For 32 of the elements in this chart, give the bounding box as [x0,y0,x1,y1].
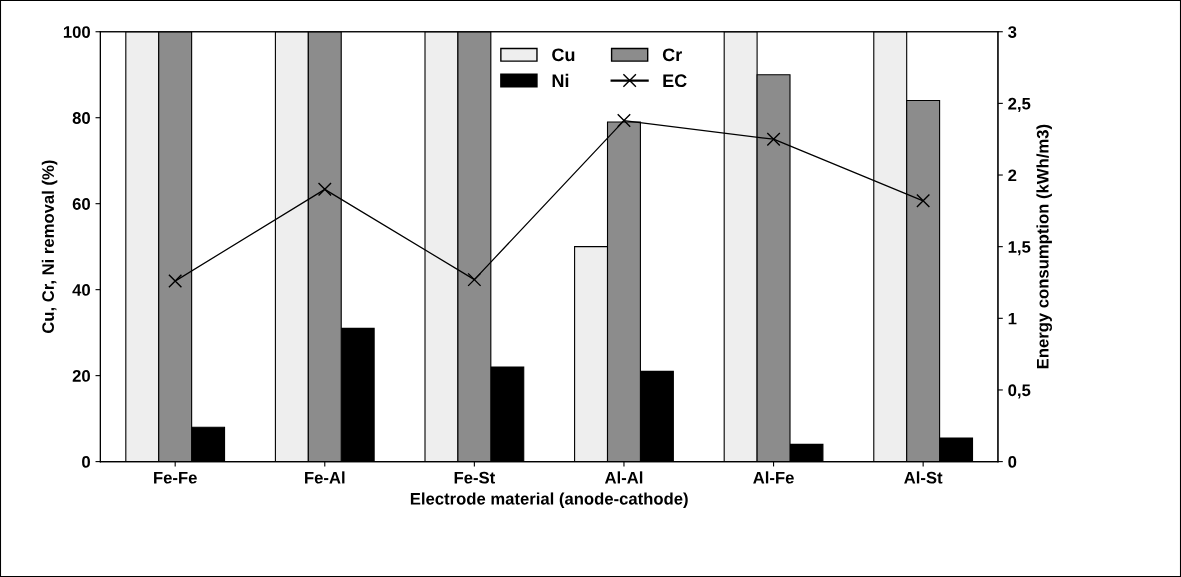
y-tick-label: 80 [72,112,90,124]
x-tick-label: Fe-Al [305,471,345,484]
y2-tick-label: 2,5 [1008,97,1031,112]
x-tick-label: Al-Fe [753,471,794,484]
y2-tick-label: 0,5 [1008,384,1031,399]
x-axis-title: Electrode material (anode-cathode) [410,492,688,508]
y-tick-label: 20 [72,370,90,382]
y2-tick-label: 0 [1008,456,1017,468]
point [617,113,631,128]
y2-tick-label: 1,5 [1008,241,1031,256]
y2-tick-label: 1 [1008,312,1017,325]
point [766,132,781,147]
point [317,182,332,197]
point [168,274,183,289]
y-tick-label: 100 [63,26,90,38]
point [467,272,482,287]
x-tick-label: Fe-Fe [154,471,197,484]
y2-axis-title: Energy consumption (kWh/m3) [1036,124,1052,369]
x-tick-label: Al-St [904,471,943,484]
x-tick-label: Fe-St [454,471,495,484]
legend-label: Cu [552,48,575,62]
y-tick-label: 0 [82,456,90,468]
y-tick-label: 40 [72,284,90,296]
legend-label: EC [663,74,687,88]
legend-label: Cr [662,48,682,62]
point [916,193,931,208]
legend-label: Ni [552,73,569,87]
y-tick-label: 60 [72,198,90,210]
y-axis-title: Cu, Cr, Ni removal (%) [41,160,58,334]
x-tick-label: Al-Al [604,471,643,484]
y2-tick-label: 3 [1008,26,1017,38]
y2-tick-label: 2 [1008,169,1017,182]
